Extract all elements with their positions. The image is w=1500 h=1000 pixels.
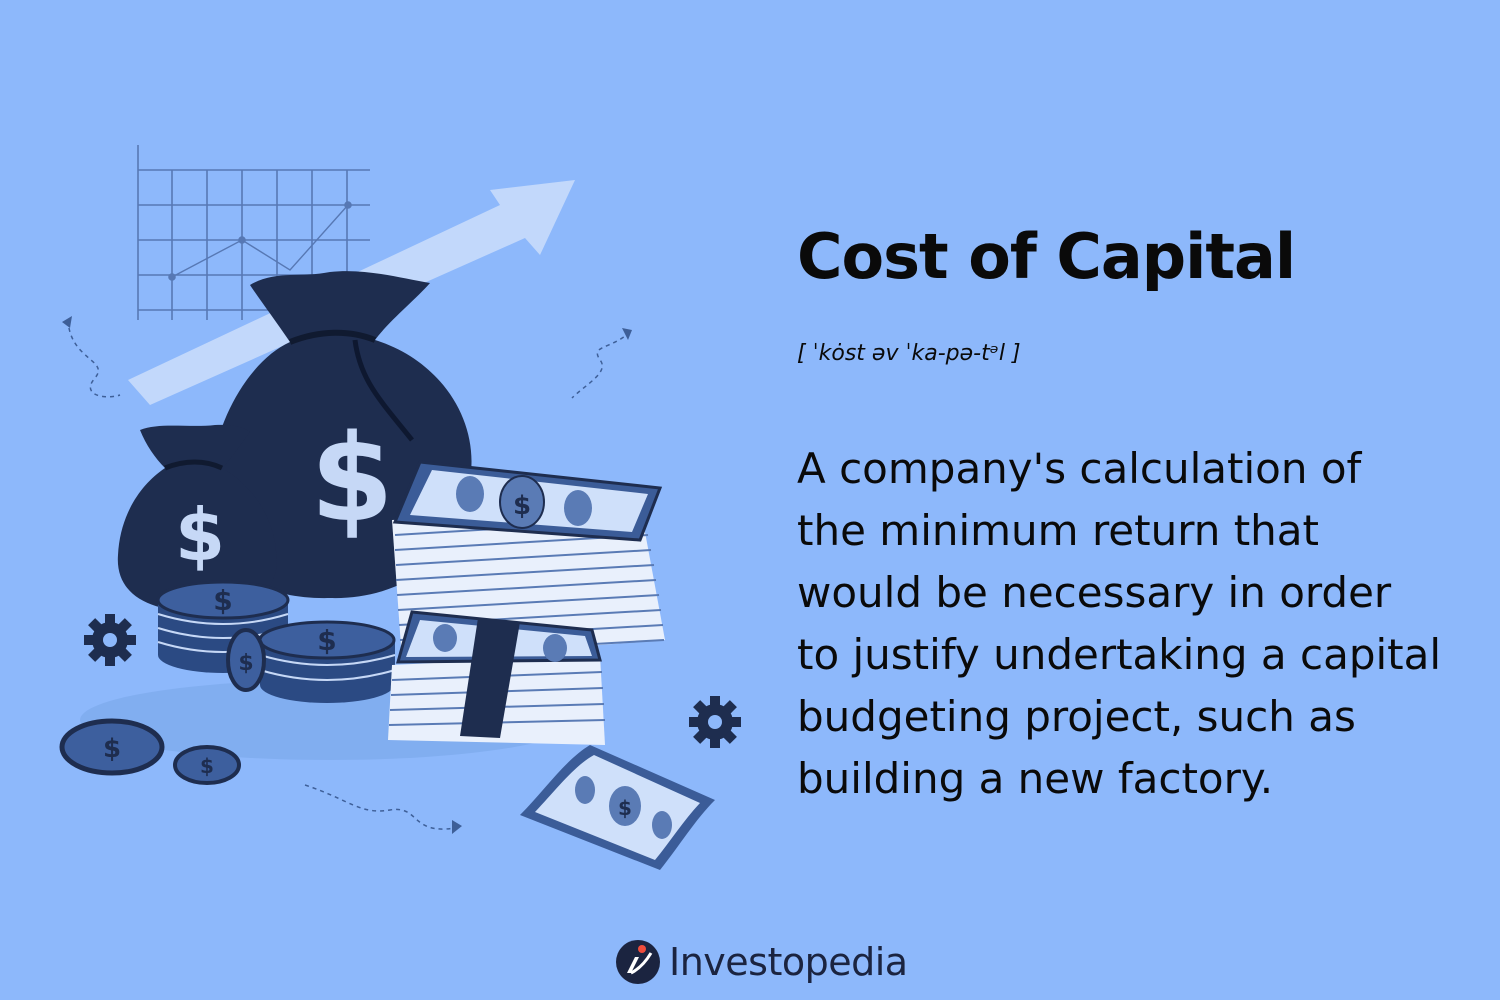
term-definition: A company's calculation of the minimum r… <box>797 438 1477 810</box>
definition-line: would be necessary in order <box>797 568 1392 617</box>
svg-text:$: $ <box>238 651 253 676</box>
svg-text:$: $ <box>513 491 531 521</box>
definition-line: the minimum return that <box>797 506 1320 555</box>
coin-stack-icon: $ <box>258 620 396 703</box>
svg-text:$: $ <box>200 754 214 778</box>
brand-logo: Investopedia <box>615 936 908 988</box>
svg-text:$: $ <box>103 734 121 764</box>
banknote-icon: $ <box>520 745 715 870</box>
cash-stack-icon <box>388 610 606 745</box>
definition-line: to justify undertaking a capital <box>797 630 1442 679</box>
definition-line: budgeting project, such as <box>797 692 1356 741</box>
dollar-sign-icon: $ <box>175 493 225 577</box>
svg-text:$: $ <box>175 493 225 577</box>
coin-icon: $ <box>59 718 165 776</box>
investopedia-logo-icon <box>616 940 660 984</box>
growth-chart-icon <box>137 145 370 320</box>
gear-icon <box>84 614 136 666</box>
svg-text:$: $ <box>310 410 394 549</box>
money-bag-icon: $ <box>117 424 277 612</box>
coin-icon: $ <box>173 745 241 785</box>
term-title: Cost of Capital <box>797 220 1296 293</box>
definition-line: A company's calculation of <box>797 444 1362 493</box>
gear-icon <box>689 696 741 748</box>
brand-name: Investopedia <box>669 940 908 984</box>
svg-text:$: $ <box>213 584 232 617</box>
dashed-path-decoration <box>67 319 631 830</box>
svg-text:$: $ <box>317 624 336 657</box>
arrowhead-icons <box>62 316 632 834</box>
definition-line: building a new factory. <box>797 754 1274 803</box>
dollar-sign-icon: $ <box>310 410 394 549</box>
term-pronunciation: [ ˈkȯst əv ˈka-pə-tᵊl ] <box>797 341 1021 366</box>
coin-icon: $ <box>226 628 266 692</box>
svg-text:$: $ <box>618 796 632 820</box>
cost-of-capital-illustration: $ $ $ $ $ <box>59 145 741 870</box>
